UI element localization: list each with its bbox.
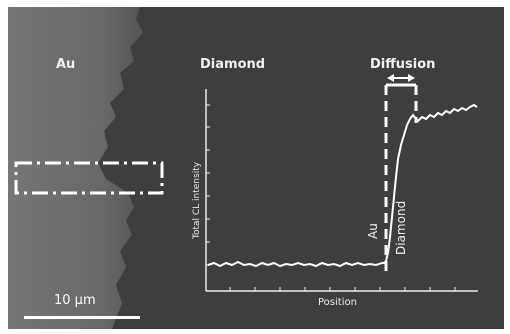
micrograph-graphics — [8, 7, 478, 329]
line-scan-box — [14, 161, 164, 195]
au-region — [8, 7, 143, 329]
x-axis-label: Position — [318, 297, 357, 308]
inset-label-au: Au — [366, 223, 380, 239]
cl-intensity-profile — [207, 103, 478, 268]
arrowhead-left — [387, 74, 394, 82]
inset-label-diamond: Diamond — [394, 200, 408, 255]
label-diffusion: Diffusion — [370, 57, 436, 72]
arrowhead-right — [408, 74, 415, 82]
scale-bar — [24, 316, 140, 319]
label-diamond: Diamond — [200, 57, 266, 72]
cl-micrograph: Au Diamond Diffusion Total CL intensity … — [8, 7, 504, 329]
scale-bar-label: 10 µm — [54, 293, 96, 308]
y-axis-label: Total CL intensity — [192, 161, 202, 239]
x-ticks — [229, 287, 456, 291]
label-au: Au — [56, 57, 76, 72]
